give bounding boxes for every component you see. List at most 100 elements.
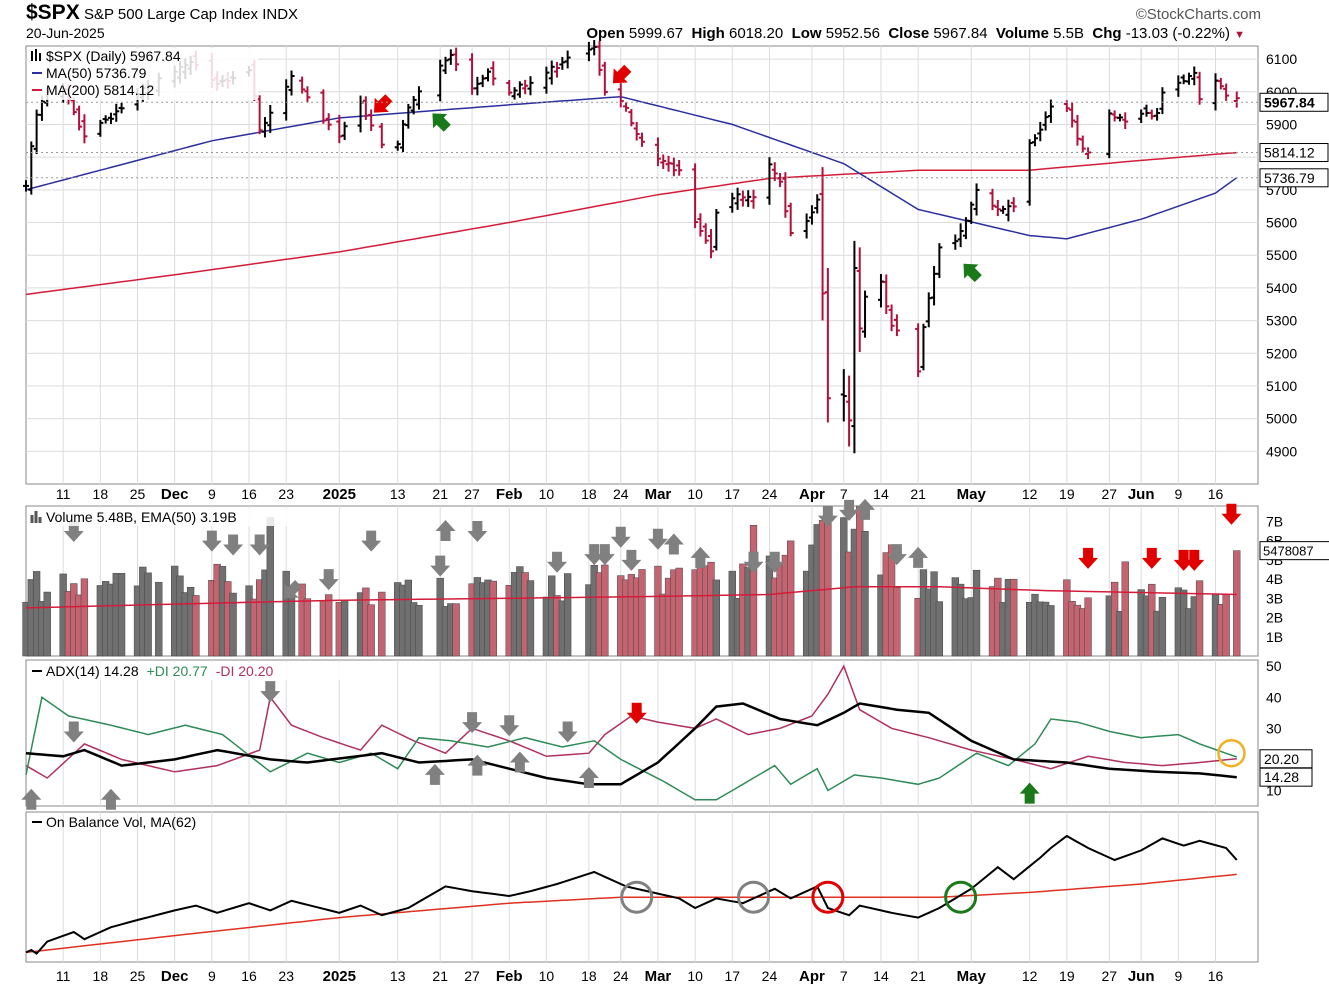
volume-signal-arrow [663,533,684,555]
price-bar [989,188,996,211]
price-bar [745,190,752,207]
price-bar [888,304,895,332]
price-bar [28,141,35,195]
adx-value-box [1259,767,1313,787]
volume-bar [787,540,795,657]
price-bar [1143,104,1150,117]
x-tick-label: 27 [1102,968,1118,984]
price-bar [511,87,518,100]
x-tick-label: 21 [432,968,448,984]
price-bar [1196,71,1203,105]
volume-bar [1047,605,1055,657]
volume-ema-line [25,586,1237,609]
volume-signal-arrow [855,498,876,520]
change-value: -13.03 (-0.22%) [1125,25,1230,42]
price-bar [968,201,975,224]
volume-signal-arrow [817,505,838,527]
x-tick-label: 9 [1174,968,1182,984]
price-bar [729,192,736,213]
price-bar [1037,121,1044,142]
adx-panel-frame [25,659,1259,807]
x-tick-label: 18 [581,968,597,984]
adx-legend-label: ADX(14) 14.28 [46,663,139,679]
price-tick-label: 5300 [1266,313,1297,329]
caret-down-icon: ▼ [1234,29,1245,41]
low-label: Low [791,25,822,42]
price-bar [771,162,778,182]
volume-value-label: 5478087 [1263,544,1314,559]
x-tick-label: 18 [93,486,109,502]
price-bar [633,121,640,141]
volume-bar [1195,580,1204,657]
volume-bar [972,569,981,657]
price-bar [522,79,529,95]
x-tick-label: 7 [840,968,848,984]
price-bar [617,83,624,108]
x-tick-label: 10 [687,486,703,502]
price-bar [415,86,422,110]
price-bar [782,172,789,218]
price-bar [670,157,677,177]
chart-date: 20-Jun-2025 [26,25,105,41]
adx-value-label: 20.20 [1264,751,1299,767]
x-tick-label: Mar [645,968,672,985]
adx-signal-arrow [63,721,84,743]
price-bar [692,163,699,229]
volume-bar [749,524,758,657]
price-panel-frame [25,45,1259,485]
price-bar [920,323,927,371]
price-signal-arrow [374,94,393,113]
x-tick-label: May [957,968,987,985]
x-tick-label: 10 [539,486,555,502]
volume-tick-label: 4B [1266,571,1283,587]
price-bar [856,247,863,352]
price-bar [97,119,104,137]
x-tick-label: 25 [130,968,146,984]
adx-legend-label: +DI 20.77 [147,663,208,679]
volume-bar [1010,578,1018,657]
price-bar [368,109,375,131]
x-tick-label: 12 [1022,968,1038,984]
price-value-label: 5814.12 [1264,145,1315,161]
volume-bar [229,592,237,657]
volume-bar [1158,597,1167,657]
price-bar [341,121,348,141]
obv-signal-circle [737,880,771,914]
low-value: 5952.56 [825,25,880,42]
price-legend-label: MA(50) 5736.79 [46,65,147,81]
volume-tick-label: 3B [1266,590,1283,606]
volume-bar [452,603,460,657]
open-label: Open [586,25,625,42]
x-tick-label: 16 [241,968,257,984]
x-tick-label: 12 [1022,486,1038,502]
price-bar [591,40,598,56]
price-bar [405,103,412,129]
volume-bar [564,573,572,657]
price-bar [564,50,571,69]
volume-signal-arrow [839,499,860,521]
adx-signal-arrow [557,721,578,743]
x-tick-label: 10 [539,968,555,984]
price-tick-label: 6100 [1266,51,1297,67]
price-bar [378,122,385,149]
x-tick-label: 23 [278,968,294,984]
price-bar [394,140,401,151]
adx-value-label: 14.28 [1264,769,1299,785]
price-bar [506,79,513,96]
price-bar [840,369,847,422]
x-tick-label: 24 [613,486,629,502]
price-bar [601,61,608,96]
price-bar [1159,87,1166,115]
x-tick-label: 9 [208,968,216,984]
price-tick-label: 5600 [1266,215,1297,231]
open-value: 5999.67 [628,25,684,42]
bars-icon [31,49,41,61]
x-tick-label: 19 [1059,486,1075,502]
price-bar [256,95,263,135]
volume-signal-arrow [743,551,764,573]
volume-value: 5.5B [1053,25,1085,42]
price-bar [336,114,343,144]
price-bar [474,76,481,96]
volume-tick-label: 2B [1266,610,1283,626]
